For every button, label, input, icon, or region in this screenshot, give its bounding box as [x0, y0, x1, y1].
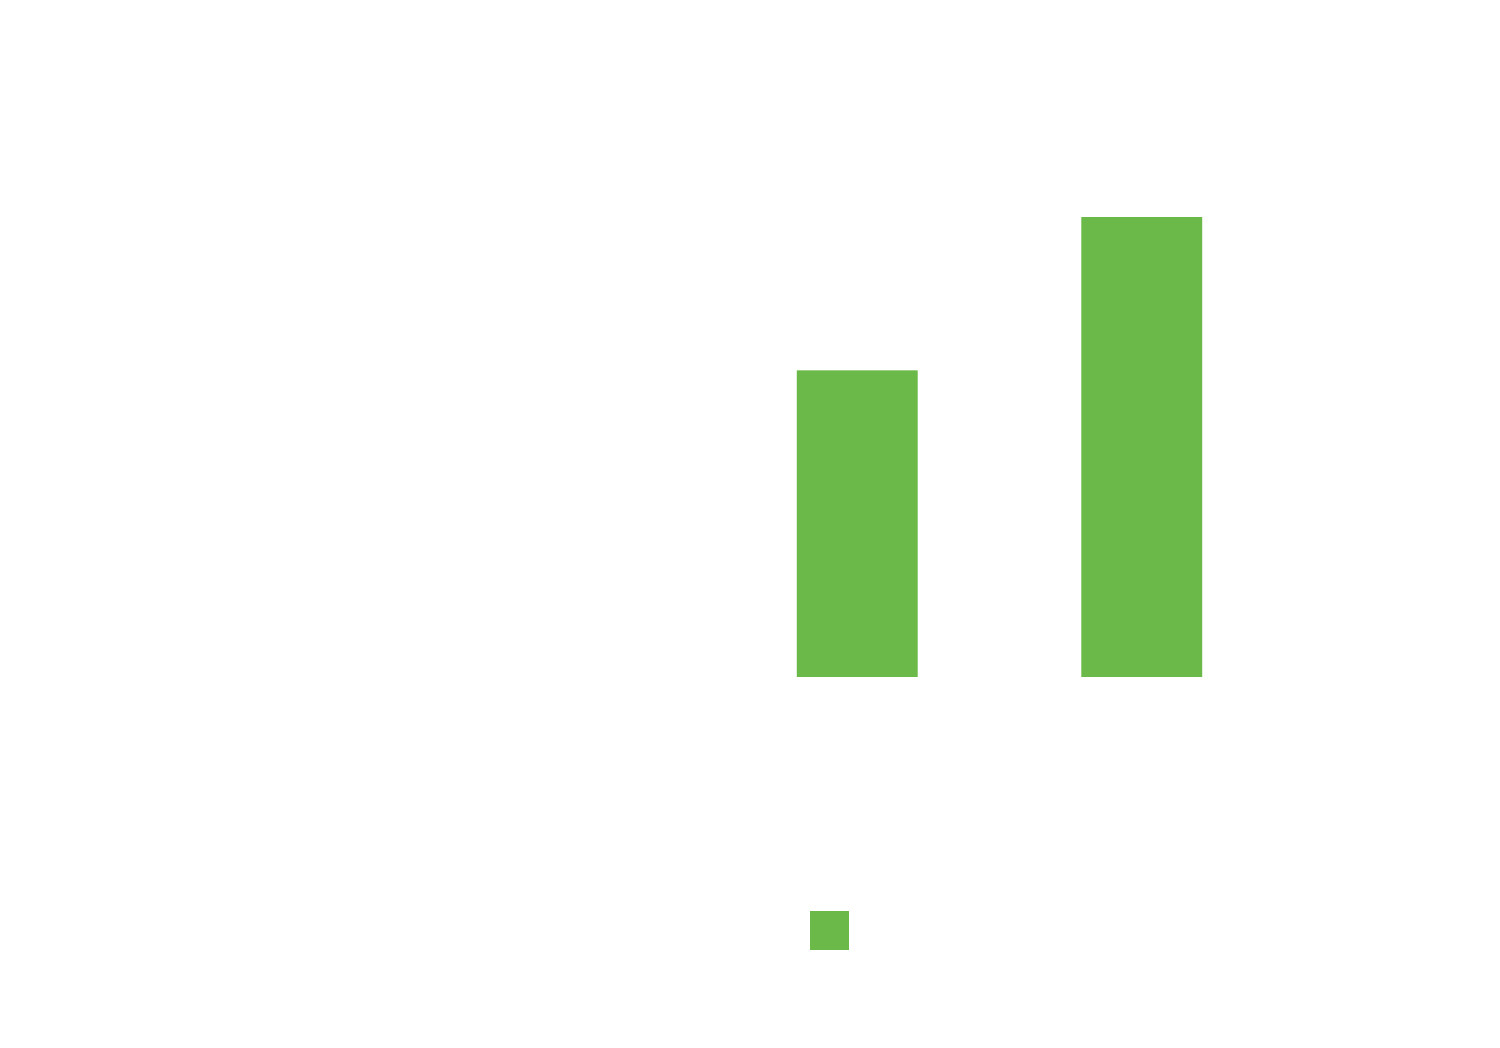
legend-swatch	[810, 911, 849, 950]
bar	[1081, 217, 1203, 677]
bar	[796, 370, 918, 677]
